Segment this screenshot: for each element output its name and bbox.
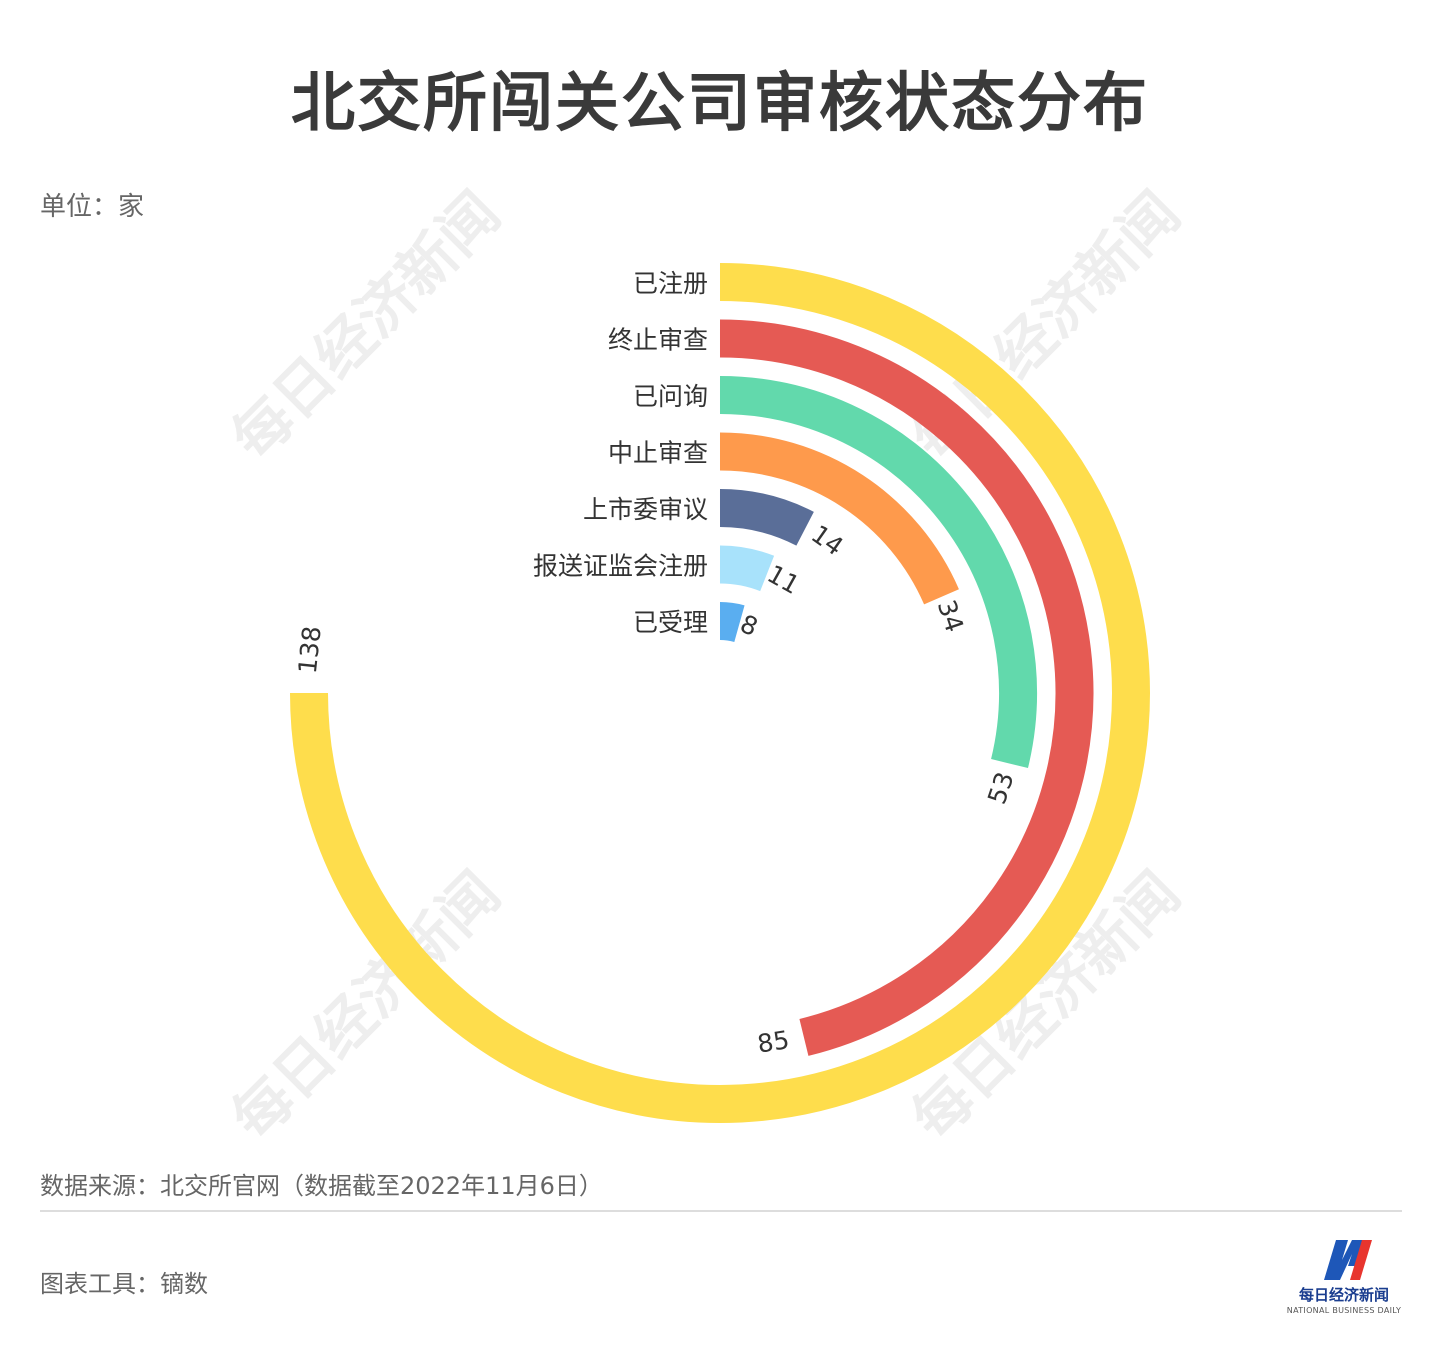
value-label: 53: [982, 768, 1020, 807]
category-label: 终止审查: [608, 326, 708, 355]
bar-arc: [290, 263, 1150, 1123]
logo-mark-icon: [1324, 1240, 1372, 1280]
chart-title: 北交所闯关公司审核状态分布: [291, 67, 1149, 141]
watermark-text: 每日经济新闻: [219, 179, 513, 473]
logo-name: 每日经济新闻: [1298, 1286, 1389, 1304]
bar-arc: [719, 602, 745, 643]
category-label: 上市委审议: [583, 495, 708, 524]
watermark-text: 每日经济新闻: [899, 859, 1193, 1153]
bar-arc: [719, 319, 1094, 1056]
bar-arc: [719, 376, 1037, 769]
unit-label: 单位：家: [40, 192, 145, 222]
category-label: 已注册: [633, 269, 708, 298]
category-label: 已受理: [633, 608, 708, 637]
bar-arc: [719, 432, 959, 605]
footer-divider: [40, 1210, 1402, 1212]
value-label: 14: [806, 519, 849, 561]
data-source: 数据来源：北交所官网（数据截至2022年11月6日）: [40, 1172, 603, 1200]
category-label: 报送证监会注册: [533, 552, 708, 581]
logo-en-name: NATIONAL BUSINESS DAILY: [1286, 1306, 1402, 1315]
category-label: 中止审查: [608, 439, 708, 468]
bar-arc: [719, 489, 814, 546]
bars-layer: [290, 263, 1150, 1123]
value-label: 138: [293, 625, 327, 675]
chart-tool: 图表工具：镝数: [40, 1270, 208, 1298]
category-label: 已问询: [633, 382, 708, 411]
value-label: 85: [755, 1025, 791, 1058]
publisher-logo: 每日经济新闻 NATIONAL BUSINESS DAILY: [1286, 1234, 1402, 1324]
bar-arc: [719, 545, 775, 592]
value-label: 34: [932, 596, 970, 635]
